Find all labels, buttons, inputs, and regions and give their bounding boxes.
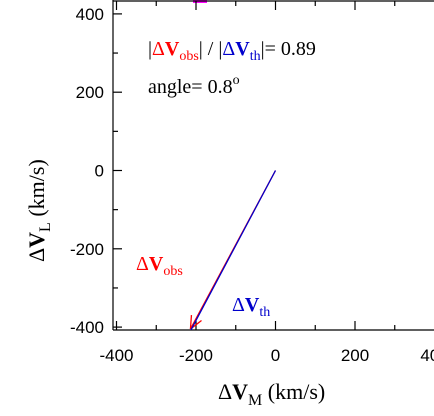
y-tick-label: 400 bbox=[76, 5, 104, 24]
y-axis-title: ΔVL (km/s) bbox=[24, 159, 54, 262]
y-tick-label: -400 bbox=[70, 318, 104, 337]
vectors bbox=[182, 170, 277, 347]
th-vector-arrowhead bbox=[182, 333, 183, 347]
angle-degree-symbol: o bbox=[233, 73, 240, 88]
ratio-obs-symbol: ΔVobs bbox=[152, 38, 199, 64]
angle-annotation: angle= 0.8o bbox=[148, 73, 240, 98]
obs-vector-arrowhead bbox=[189, 315, 193, 330]
th-vector-shaft bbox=[190, 170, 277, 330]
ratio-value: = 0.89 bbox=[265, 38, 316, 60]
x-tick-label: 200 bbox=[341, 346, 369, 365]
y-axis-ticks bbox=[113, 13, 122, 328]
y-tick-label: 200 bbox=[76, 83, 104, 102]
angle-text: angle= 0.8 bbox=[148, 76, 233, 98]
x-tick-label: 400 bbox=[420, 346, 434, 365]
x-tick-label: -200 bbox=[179, 346, 213, 365]
y-tick-label: -200 bbox=[70, 240, 104, 259]
plot-frame bbox=[112, 0, 434, 331]
x-axis-title: ΔVM (km/s) bbox=[218, 379, 325, 409]
x-axis-ticks bbox=[115, 1, 396, 330]
obs-vector-label: ΔVobs bbox=[136, 253, 183, 279]
th-vector-label: ΔVth bbox=[232, 294, 270, 320]
y-axis-tick-labels: -400 -200 0 200 400 bbox=[70, 5, 104, 337]
ratio-annotation: |ΔVobs| / |ΔVth|= 0.89 bbox=[148, 38, 316, 64]
ratio-th-symbol: ΔVth bbox=[222, 38, 260, 64]
x-tick-label: 0 bbox=[271, 346, 280, 365]
y-tick-label: 0 bbox=[95, 162, 104, 181]
x-axis-tick-labels: -400 -200 0 200 400 bbox=[99, 346, 434, 365]
ratio-bar-left: | bbox=[148, 38, 152, 60]
x-tick-label: -400 bbox=[99, 346, 133, 365]
